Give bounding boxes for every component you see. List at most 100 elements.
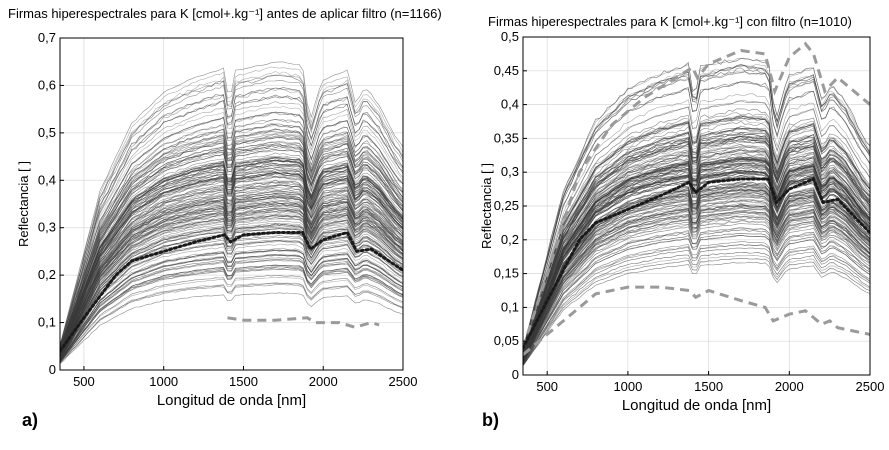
spectrum-line xyxy=(60,171,403,355)
spectrum-line xyxy=(60,149,403,354)
spectrum-line xyxy=(523,206,870,363)
spectrum-line xyxy=(60,191,403,356)
spectrum-line xyxy=(523,71,870,352)
spectrum-line xyxy=(523,121,870,356)
spectrum-line xyxy=(523,149,870,358)
spectrum-line xyxy=(60,217,403,358)
spectrum-line xyxy=(60,171,403,355)
spectrum-line xyxy=(523,192,870,361)
spectrum-line xyxy=(60,257,403,362)
panel-label: a) xyxy=(22,410,39,430)
spectrum-line xyxy=(523,175,870,359)
spectrum-line xyxy=(60,193,403,357)
spectrum-line xyxy=(523,247,870,365)
spectrum-line xyxy=(60,240,403,360)
spectrum-line xyxy=(523,211,870,363)
spectrum-line xyxy=(523,200,870,362)
spectrum-line xyxy=(60,247,403,361)
spectrum-line xyxy=(523,157,870,359)
x-tick-label: 500 xyxy=(536,379,558,394)
spectrum-line xyxy=(523,198,870,362)
x-tick-label: 1000 xyxy=(613,379,642,394)
y-tick-label: 0,4 xyxy=(501,97,519,112)
chart-panel-b: Firmas hiperespectrales para K [cmol+.kg… xyxy=(470,0,889,450)
spectrum-line xyxy=(523,202,870,362)
spectrum-line xyxy=(60,167,403,355)
spectrum-line xyxy=(523,161,870,359)
y-axis-label: Reflectancia [ ] xyxy=(16,161,31,247)
spectrum-line xyxy=(523,251,870,365)
spectrum-line xyxy=(60,282,403,364)
spectrum-line xyxy=(60,259,403,362)
chart-title: Firmas hiperespectrales para K [cmol+.kg… xyxy=(8,6,442,21)
y-tick-label: 0,35 xyxy=(494,130,519,145)
spectrum-line xyxy=(60,167,403,355)
spectrum-line xyxy=(60,144,403,352)
lower-bound-line xyxy=(227,316,380,329)
spectrum-line xyxy=(60,169,403,354)
panel-label: b) xyxy=(482,410,499,430)
spectrum-line xyxy=(523,196,870,362)
spectrum-line xyxy=(523,181,870,359)
chart-b-svg: 500 1000 1500 2000 2500 0 0,05 0,1 0,15 0,2 0,25 0,… xyxy=(479,29,884,414)
spectrum-line xyxy=(60,149,403,353)
spectrum-line xyxy=(60,61,403,346)
spectrum-line xyxy=(60,74,403,347)
spectra-group xyxy=(60,61,403,364)
spectrum-line xyxy=(523,200,870,362)
spectrum-line xyxy=(60,269,403,362)
spectrum-line xyxy=(60,94,403,349)
spectrum-line xyxy=(60,225,403,359)
spectrum-line xyxy=(60,164,403,354)
y-tick-label: 0,3 xyxy=(38,220,56,235)
spectrum-line xyxy=(523,254,870,366)
spectrum-line xyxy=(523,162,870,359)
spectrum-line xyxy=(523,138,870,358)
spectrum-line xyxy=(60,207,403,358)
spectrum-line xyxy=(60,190,403,357)
spectrum-line xyxy=(60,172,403,356)
y-axis-label: Reflectancia [ ] xyxy=(479,163,494,249)
spectrum-line xyxy=(523,186,870,361)
spectrum-line xyxy=(60,66,403,346)
spectrum-line xyxy=(60,111,403,350)
chart-panel-a: Firmas hiperespectrales para K [cmol+.kg… xyxy=(8,6,442,430)
y-tick-label: 0,05 xyxy=(494,333,519,348)
spectrum-line xyxy=(523,132,870,355)
spectrum-line xyxy=(60,235,403,360)
spectrum-line xyxy=(523,136,870,358)
spectrum-line xyxy=(60,223,403,360)
spectrum-line xyxy=(60,201,403,358)
plot-frame xyxy=(59,37,404,371)
x-tick-label: 2000 xyxy=(775,379,804,394)
spectrum-line xyxy=(523,235,870,364)
spectrum-line xyxy=(60,189,403,356)
spectrum-line xyxy=(523,194,870,362)
spectrum-line xyxy=(60,275,403,363)
spectrum-line xyxy=(523,241,870,365)
spectrum-line xyxy=(60,200,403,357)
spectrum-line xyxy=(60,188,403,357)
spectrum-line xyxy=(60,80,403,348)
spectrum-line xyxy=(60,214,403,358)
spectrum-line xyxy=(523,100,870,354)
spectrum-line xyxy=(60,159,403,354)
x-tick-label: 1500 xyxy=(694,379,723,394)
y-tick-label: 0,1 xyxy=(38,315,56,330)
spectrum-line xyxy=(523,204,870,362)
spectrum-line xyxy=(60,70,403,348)
spectrum-line xyxy=(60,249,403,362)
spectrum-line xyxy=(523,261,870,366)
spectrum-line xyxy=(60,200,403,357)
spectrum-line xyxy=(523,188,870,362)
spectrum-line xyxy=(60,254,403,361)
spectrum-line xyxy=(60,202,403,358)
spectrum-line xyxy=(523,227,870,364)
spectrum-line xyxy=(60,136,403,353)
spectrum-line xyxy=(60,88,403,349)
spectrum-line xyxy=(523,215,870,363)
y-tick-label: 0,5 xyxy=(38,125,56,140)
spectrum-line xyxy=(523,185,870,361)
spectrum-line xyxy=(60,292,403,364)
x-tick-label: 1500 xyxy=(229,374,258,389)
